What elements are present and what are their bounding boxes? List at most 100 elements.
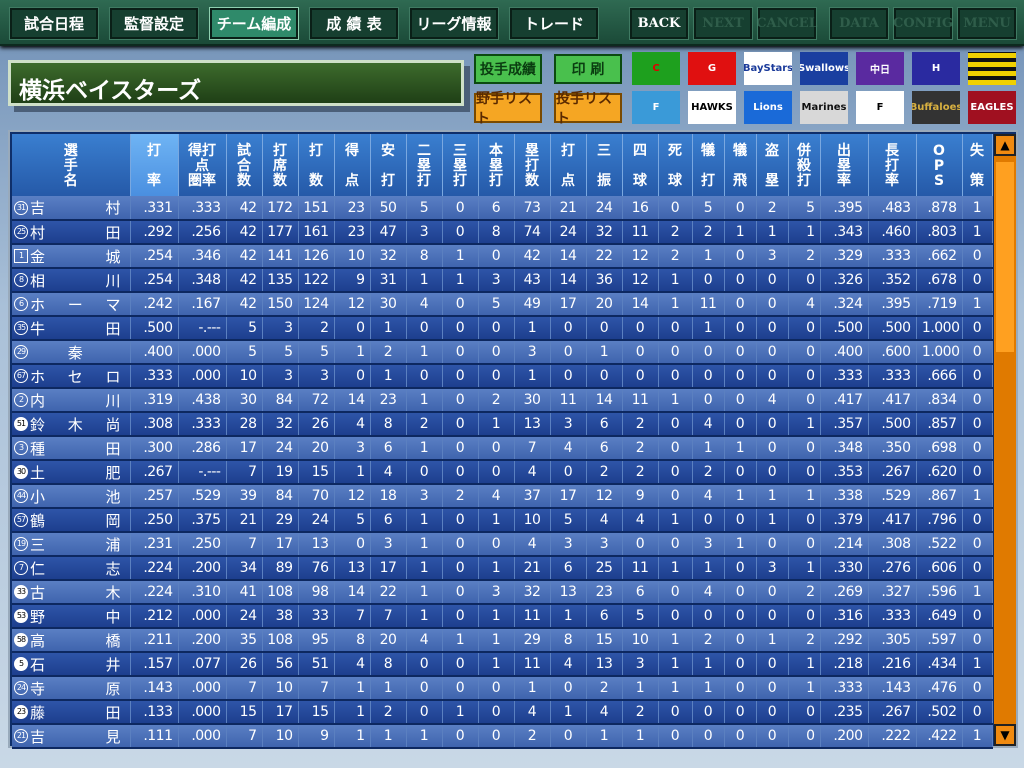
table-row[interactable]: 21 吉見 .111.000 7 10 9 1 1 1 0 0 2 0 1 1 0 0 0 0 0.200.222.4…: [12, 724, 993, 749]
system-button-next[interactable]: NEXT: [693, 7, 753, 40]
column-header[interactable]: 犠 打: [692, 134, 725, 196]
table-row[interactable]: 44 小池 .257.529 39 84 70 12 18 3 2 4 37 17 12 9 0 4 1 1 1.33…: [12, 484, 993, 509]
player-name-cell[interactable]: 51 鈴 木 尚: [12, 412, 131, 437]
team-logo-carp[interactable]: C: [632, 52, 680, 85]
table-row[interactable]: 3 種田 .300.286 17 24 20 3 6 1 0 0 7 4 6 2 0 1 1 0 0.348.350.…: [12, 436, 993, 461]
nav-tab-5[interactable]: トレード: [509, 7, 599, 40]
table-row[interactable]: 30 土肥 .267 -.--- 7 19 15 1 4 0 0 0 4 0 2 2 0 2 0 0 0.353.267…: [12, 460, 993, 485]
table-row[interactable]: 6 ホーマ .242.167 42 150 124 12 30 4 0 5 49 17 20 14 1 11 0 0…: [12, 292, 993, 317]
column-header[interactable]: 犠 飛: [724, 134, 757, 196]
print-button[interactable]: 印 刷: [554, 54, 622, 84]
column-header[interactable]: 四 球: [622, 134, 659, 196]
table-row[interactable]: 25 村田 .292.256 42 177 161 23 47 3 0 8 74 24 32 11 2 2 1 1 1…: [12, 220, 993, 245]
team-logo-giants[interactable]: G: [688, 52, 736, 85]
player-name-cell[interactable]: 30 土肥: [12, 460, 131, 485]
nav-tab-4[interactable]: リーグ情報: [409, 7, 499, 40]
team-logo-buffaloes[interactable]: Buffaloes: [912, 91, 960, 124]
player-name-cell[interactable]: 29 秦: [12, 340, 131, 365]
pitcher-stats-button[interactable]: 投手成績: [474, 54, 542, 84]
team-logo-tigers-stripe[interactable]: [968, 52, 1016, 85]
column-header[interactable]: 三 振: [586, 134, 623, 196]
player-name-cell[interactable]: 23 藤田: [12, 700, 131, 725]
player-name-cell[interactable]: 58 高橋: [12, 628, 131, 653]
nav-tab-0[interactable]: 試合日程: [9, 7, 99, 40]
table-row[interactable]: 35 牛田 .500 -.--- 5 3 2 0 1 0 0 0 1 0 0 0 0 1 0 0 0.500.500 1.…: [12, 316, 993, 341]
team-logo-dragons[interactable]: 中日: [856, 52, 904, 85]
table-row[interactable]: 2 内川 .319.438 30 84 72 14 23 1 0 2 30 11 14 11 1 0 0 4 0.41…: [12, 388, 993, 413]
table-row[interactable]: 33 古木 .224.310 41 108 98 14 22 1 0 3 32 13 23 6 0 4 0 0 2.2…: [12, 580, 993, 605]
player-name-cell[interactable]: 19 三浦: [12, 532, 131, 557]
system-button-data[interactable]: DATA: [829, 7, 889, 40]
column-header[interactable]: 盗 塁: [756, 134, 789, 196]
player-name-cell[interactable]: 53 野中: [12, 604, 131, 629]
table-row[interactable]: 51 鈴木尚 .308.333 28 32 26 4 8 2 0 1 13 3 6 2 0 4 0 0 1.357.5…: [12, 412, 993, 437]
column-header[interactable]: 選 手 名: [12, 134, 131, 196]
system-button-menu[interactable]: MENU: [957, 7, 1017, 40]
fielder-list-button[interactable]: 野手リスト: [474, 91, 542, 127]
table-row[interactable]: 1 金城 .254.346 42 141 126 10 32 8 1 0 42 14 22 12 2 1 0 3 2.…: [12, 244, 993, 269]
column-header[interactable]: 併 殺 打: [788, 134, 821, 196]
column-header[interactable]: 打 点: [550, 134, 587, 196]
column-header[interactable]: 二 塁 打: [406, 134, 443, 196]
player-name-cell[interactable]: 31 吉村: [12, 196, 131, 221]
pitcher-list-button[interactable]: 投手リスト: [554, 91, 622, 127]
table-row[interactable]: 57 鶴岡 .250.375 21 29 24 5 6 1 0 1 10 5 4 4 1 0 0 1 0.379.41…: [12, 508, 993, 533]
system-button-config[interactable]: CONFIG: [893, 7, 953, 40]
team-logo-marines[interactable]: Marines: [800, 91, 848, 124]
system-button-back[interactable]: BACK: [629, 7, 689, 40]
column-header[interactable]: 長 打 率: [868, 134, 917, 196]
column-header[interactable]: O P S: [916, 134, 963, 196]
scrollbar-thumb[interactable]: [996, 162, 1014, 352]
nav-tab-2[interactable]: チーム編成: [209, 7, 299, 40]
team-logo-tigers[interactable]: H: [912, 52, 960, 85]
team-logo-lions[interactable]: Lions: [744, 91, 792, 124]
player-name-cell[interactable]: 44 小池: [12, 484, 131, 509]
team-logo-fighters[interactable]: F: [632, 91, 680, 124]
column-header[interactable]: 得 点: [334, 134, 371, 196]
player-name-cell[interactable]: 35 牛田: [12, 316, 131, 341]
column-header[interactable]: 打 率: [130, 134, 179, 196]
table-row[interactable]: 24 寺原 .143.000 7 10 7 1 1 0 0 0 1 0 2 1 1 1 0 0 1.333.143.4…: [12, 676, 993, 701]
table-row[interactable]: 67 ホセロ .333.000 10 3 3 0 1 0 0 0 1 0 0 0 0 0 0 0 0.333.333.…: [12, 364, 993, 389]
player-name-cell[interactable]: 24 寺原: [12, 676, 131, 701]
column-header[interactable]: 三 塁 打: [442, 134, 479, 196]
player-name-cell[interactable]: 57 鶴岡: [12, 508, 131, 533]
column-header[interactable]: 安 打: [370, 134, 407, 196]
table-row[interactable]: 19 三浦 .231.250 7 17 13 0 3 1 0 0 4 3 3 0 0 3 1 0 0.214.308.…: [12, 532, 993, 557]
column-header[interactable]: 得打 点 圏率: [178, 134, 227, 196]
system-button-cancel[interactable]: CANCEL: [756, 7, 818, 40]
player-name-cell[interactable]: 33 古木: [12, 580, 131, 605]
column-header[interactable]: 試 合 数: [226, 134, 263, 196]
column-header[interactable]: 死 球: [658, 134, 693, 196]
player-name-cell[interactable]: 25 村田: [12, 220, 131, 245]
column-header[interactable]: 本 塁 打: [478, 134, 515, 196]
vertical-scrollbar[interactable]: ▲ ▼: [994, 134, 1016, 746]
scroll-down-button[interactable]: ▼: [994, 724, 1016, 746]
column-header[interactable]: 出 塁 率: [820, 134, 869, 196]
table-row[interactable]: 58 高橋 .211.200 35 108 95 8 20 4 1 1 29 8 15 10 1 2 0 1 2.29…: [12, 628, 993, 653]
table-row[interactable]: 29 秦 .400.000 5 5 5 1 2 1 0 0 3 0 1 0 0 0 0 0 0.400.600 1.00…: [12, 340, 993, 365]
team-logo-fighters2[interactable]: F: [856, 91, 904, 124]
column-header[interactable]: 打 席 数: [262, 134, 299, 196]
column-header[interactable]: 打 数: [298, 134, 335, 196]
team-logo-hawks[interactable]: HAWKS: [688, 91, 736, 124]
table-row[interactable]: 7 仁志 .224.200 34 89 76 13 17 1 0 1 21 6 25 11 1 1 0 3 1.330…: [12, 556, 993, 581]
player-name-cell[interactable]: 67 ホ セ ロ: [12, 364, 131, 389]
team-logo-baystars[interactable]: BayStars: [744, 52, 792, 85]
column-header[interactable]: 塁 打 数: [514, 134, 551, 196]
scroll-up-button[interactable]: ▲: [994, 134, 1016, 156]
table-row[interactable]: 31 吉村 .331.333 42 172 151 23 50 5 0 6 73 21 24 16 0 5 0 2 5…: [12, 196, 993, 221]
team-logo-eagles[interactable]: EAGLES: [968, 91, 1016, 124]
player-name-cell[interactable]: 21 吉見: [12, 724, 131, 749]
team-logo-swallows[interactable]: Swallows: [800, 52, 848, 85]
column-header[interactable]: 失 策: [962, 134, 993, 196]
table-row[interactable]: 53 野中 .212.000 24 38 33 7 7 1 0 1 11 1 6 5 0 0 0 0 0.316.33…: [12, 604, 993, 629]
table-row[interactable]: 5 石井 .157.077 26 56 51 4 8 0 0 1 11 4 13 3 1 1 0 0 1.218.21…: [12, 652, 993, 677]
table-row[interactable]: 23 藤田 .133.000 15 17 15 1 2 0 1 0 4 1 4 2 0 0 0 0 0.235.267…: [12, 700, 993, 725]
